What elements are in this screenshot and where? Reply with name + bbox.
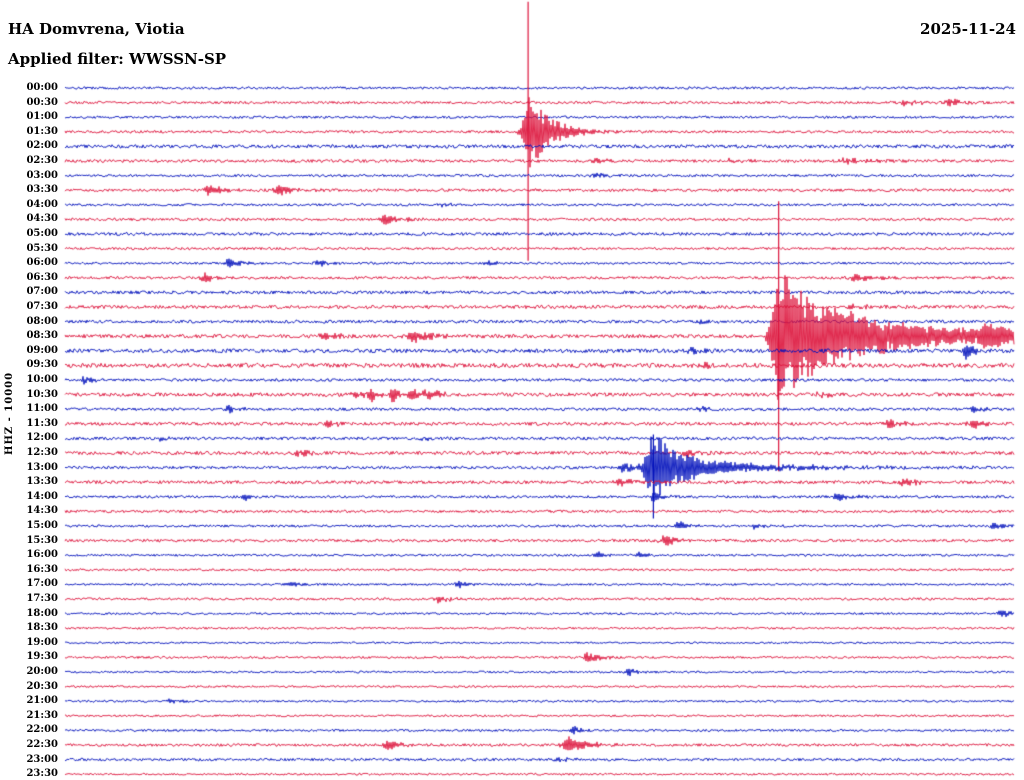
time-label: 18:30	[26, 622, 58, 634]
time-label: 04:00	[26, 198, 58, 210]
time-label: 09:00	[26, 344, 58, 356]
time-label: 06:30	[26, 271, 58, 283]
time-label: 23:00	[26, 753, 58, 765]
time-label: 02:00	[26, 140, 58, 152]
time-label: 15:00	[26, 520, 58, 531]
time-label: 20:30	[26, 680, 58, 692]
time-label: 21:00	[26, 695, 58, 707]
time-label: 11:00	[26, 403, 58, 415]
time-label: 00:00	[26, 82, 58, 93]
time-label: 17:30	[26, 593, 58, 604]
time-label: 12:30	[26, 447, 58, 458]
record-date: 2025-11-24	[920, 20, 1016, 38]
time-label: 06:00	[26, 257, 58, 269]
time-label: 22:00	[26, 724, 58, 736]
time-label: 09:30	[26, 359, 58, 371]
time-label: 19:00	[26, 636, 58, 648]
time-label: 13:00	[26, 461, 58, 473]
time-label: 13:30	[26, 476, 58, 488]
time-label: 18:00	[26, 607, 58, 619]
time-label: 10:30	[26, 388, 58, 400]
time-label: 17:00	[26, 578, 58, 590]
time-label: 05:00	[26, 228, 58, 239]
time-label: 08:30	[26, 330, 58, 342]
time-label: 02:30	[26, 155, 58, 166]
time-label: 20:00	[26, 666, 58, 677]
time-label: 12:00	[26, 432, 58, 444]
time-label: 04:30	[26, 213, 58, 225]
time-label: 19:30	[26, 651, 58, 663]
time-label: 03:00	[26, 169, 58, 181]
time-label: 03:30	[26, 184, 58, 196]
time-label: 08:00	[26, 315, 58, 327]
time-label: 07:30	[26, 301, 58, 312]
time-label: 14:00	[26, 490, 58, 502]
time-label: 23:30	[26, 768, 58, 780]
time-label: 01:00	[26, 111, 58, 123]
time-label: 16:00	[26, 549, 58, 561]
time-label: 11:30	[26, 417, 58, 429]
time-label: 22:30	[26, 739, 58, 750]
time-label: 10:00	[26, 374, 58, 385]
time-label: 21:30	[26, 709, 58, 721]
time-label: 16:30	[26, 563, 58, 575]
time-label: 14:30	[26, 505, 58, 517]
time-axis-labels: 00:00 00:30 01:00 01:30 02:00 02:30 03:00 03:30…	[0, 0, 60, 780]
time-label: 00:30	[26, 96, 58, 108]
time-label: 01:30	[26, 125, 58, 137]
time-label: 07:00	[26, 286, 58, 298]
station-title: HA Domvrena, Viotia	[8, 20, 185, 38]
time-label: 05:30	[26, 242, 58, 254]
applied-filter-label: Applied filter: WWSSN-SP	[8, 50, 227, 68]
time-label: 15:30	[26, 534, 58, 546]
